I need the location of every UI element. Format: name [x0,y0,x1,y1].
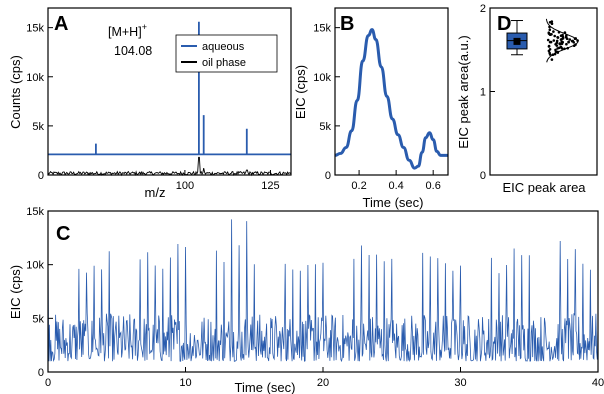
d-data-point [553,34,556,38]
d-data-point [555,39,559,43]
a-y-axis-label: Counts (cps) [8,55,23,129]
c-x-tick-label: 40 [592,377,604,389]
d-x-axis-label: EIC peak area [502,180,586,195]
b-eic-line [334,28,448,170]
panel-c: 0 10 20 30 40 0 5k 10k 15k C Time (sec) EIC (cps… [8,206,604,394]
a-annotation-base: [M+H] [108,25,142,39]
d-data-point [559,34,563,37]
b-x-tick-label: 0.6 [426,180,441,192]
c-eic-trace [47,219,599,363]
d-data-point [548,48,552,51]
c-y-tick-label: 5k [32,313,44,325]
d-data-point [560,38,563,41]
d-data-point [560,40,563,44]
b-y-axis-label: EIC (cps) [293,65,308,119]
c-panel-label: C [56,223,70,245]
d-data-point [558,42,561,45]
a-aqueous-series [48,21,291,156]
a-oil-phase-series [47,156,292,177]
b-panel-label: B [340,13,354,35]
a-aqueous-line [48,21,291,156]
c-y-tick-label: 15k [26,206,44,218]
d-data-point [552,30,555,33]
d-y-tick-label: 2 [480,3,486,15]
b-y-tick-label: 0 [325,170,331,182]
d-data-point [548,28,552,32]
a-x-axis-label: m/z [145,185,166,200]
a-y-tick-label: 15k [26,23,44,35]
d-data-point [550,22,554,26]
d-data-point [548,21,552,24]
d-data-point [561,35,565,39]
d-mean-marker [513,37,521,45]
d-data-point [554,43,557,46]
c-x-tick-label: 30 [454,377,466,389]
a-x-tick-label: 100 [176,180,194,192]
b-y-tick-label: 10k [313,72,331,84]
a-oil-phase-line [47,156,292,177]
d-data-point [556,36,560,39]
a-annotation-value: 104.08 [114,44,152,58]
a-legend-aqueous: aqueous [202,41,245,53]
c-y-axis-label: EIC (cps) [8,265,23,319]
a-panel-label: A [54,13,68,35]
d-data-point [550,33,553,36]
d-data-point [550,58,554,61]
d-data-point [559,45,563,49]
b-y-tick-label: 15k [313,23,331,35]
panel-b: 0.2 0.4 0.6 0 5k 10k 15k B Time (sec) EIC (cps… [293,7,449,210]
d-data-point [547,31,551,34]
d-y-axis-label: EIC peak area(a.u.) [456,35,471,148]
a-y-tick-label: 0 [38,170,44,182]
c-x-tick-label: 0 [45,377,51,389]
a-y-tick-label: 5k [32,121,44,133]
d-data-point [568,38,572,41]
a-legend: aqueous oil phase [175,34,278,73]
panel-a: 100 125 0 5k 10k 15k A [M+H]+ 104.08 aqueous … [8,7,292,200]
a-legend-box [175,34,278,73]
d-y-tick-label: 0 [480,170,486,182]
a-y-tick-label: 10k [26,72,44,84]
d-data-point [567,40,570,44]
a-plot-frame [47,7,292,176]
d-distribution-curve [545,18,579,63]
d-data-point [565,42,568,46]
d-data-point [546,38,550,42]
d-y-tick-label: 1 [480,87,486,99]
a-legend-oil: oil phase [202,57,246,69]
b-x-axis-label: Time (sec) [363,195,424,210]
d-data-point [556,47,559,50]
c-x-tick-label: 20 [317,377,329,389]
d-data-point [549,40,553,44]
b-x-tick-label: 0.4 [388,180,403,192]
b-y-tick-label: 5k [319,121,331,133]
a-annotation-ion: [M+H]+ [108,22,147,39]
c-x-tick-label: 10 [179,377,191,389]
c-y-tick-label: 0 [38,367,44,379]
d-data-point [548,51,551,55]
panel-d: 0 1 2 D EIC peak area EIC peak area(a.u.) [456,3,598,195]
d-data-point [547,45,551,48]
d-data-point [570,39,574,43]
a-x-tick-label: 125 [261,180,279,192]
d-panel-label: D [497,13,511,35]
d-data-point [565,37,569,40]
d-data-point [552,39,556,42]
b-x-tick-label: 0.2 [351,180,366,192]
c-x-axis-label: Time (sec) [235,380,296,394]
a-annotation-sup: + [142,22,147,32]
b-plot-frame [334,7,449,176]
c-y-tick-label: 10k [26,260,44,272]
